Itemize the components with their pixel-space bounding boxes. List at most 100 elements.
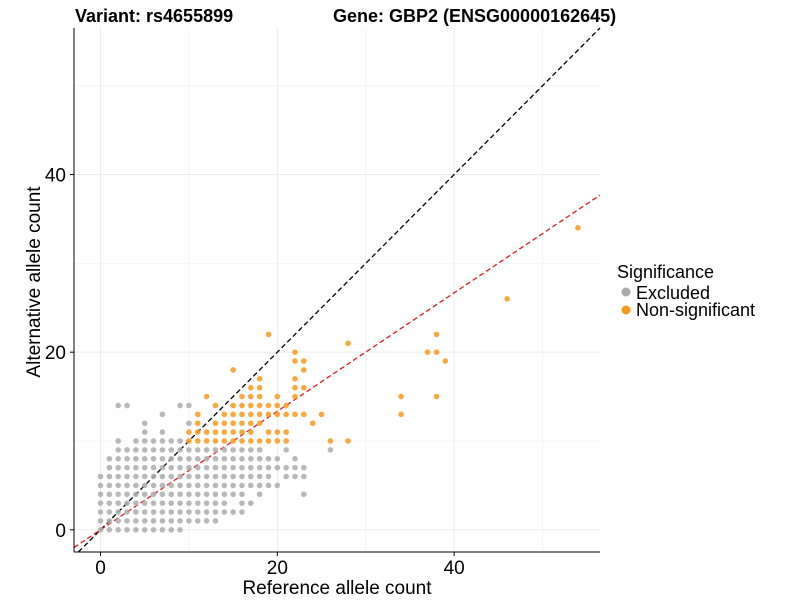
point-non-significant-11 <box>212 420 219 427</box>
point-non-significant-62 <box>292 349 298 355</box>
point-excluded-178 <box>256 482 263 489</box>
point-excluded-34 <box>124 473 130 480</box>
point-non-significant-35 <box>248 384 254 391</box>
point-excluded-88 <box>168 518 175 524</box>
point-excluded-110 <box>186 518 192 524</box>
point-excluded-148 <box>221 509 228 515</box>
point-non-significant-43 <box>265 438 272 444</box>
x-tick-label-0: 0 <box>95 558 106 579</box>
point-excluded-172 <box>248 482 254 489</box>
point-excluded-144 <box>212 473 219 480</box>
point-excluded-36 <box>124 455 130 462</box>
data-points <box>97 225 581 533</box>
point-non-significant-77 <box>433 331 440 338</box>
point-excluded-89 <box>168 509 175 515</box>
point-non-significant-17 <box>230 438 236 444</box>
point-non-significant-19 <box>230 420 236 427</box>
point-excluded-20 <box>115 491 122 498</box>
point-excluded-179 <box>256 473 263 480</box>
point-excluded-125 <box>194 482 201 489</box>
point-excluded-159 <box>230 473 236 480</box>
point-excluded-0 <box>97 526 104 533</box>
point-excluded-153 <box>221 464 228 471</box>
point-excluded-133 <box>203 491 210 498</box>
point-non-significant-69 <box>327 438 334 444</box>
point-excluded-77 <box>159 500 166 506</box>
point-excluded-108 <box>177 438 183 444</box>
point-non-significant-24 <box>239 429 245 435</box>
point-excluded-82 <box>159 455 166 462</box>
point-excluded-50 <box>141 526 148 533</box>
reference-line-identity <box>77 27 601 553</box>
point-excluded-158 <box>230 482 236 489</box>
point-excluded-13 <box>106 473 113 480</box>
point-excluded-78 <box>159 491 166 498</box>
point-non-significant-26 <box>239 411 245 418</box>
point-non-significant-74 <box>424 349 431 355</box>
point-excluded-100 <box>177 509 183 515</box>
point-excluded-16 <box>115 526 122 533</box>
point-excluded-145 <box>212 464 219 471</box>
point-excluded-93 <box>168 473 175 480</box>
point-excluded-188 <box>274 464 281 471</box>
point-excluded-60 <box>141 438 148 444</box>
point-excluded-41 <box>133 509 139 515</box>
point-excluded-171 <box>248 500 254 506</box>
point-excluded-151 <box>221 482 228 489</box>
point-excluded-104 <box>177 473 183 480</box>
point-non-significant-57 <box>292 411 298 418</box>
point-excluded-57 <box>141 464 148 471</box>
point-non-significant-41 <box>256 384 263 391</box>
point-excluded-167 <box>239 473 245 480</box>
point-excluded-195 <box>292 455 298 462</box>
point-non-significant-7 <box>203 429 210 435</box>
point-excluded-6 <box>97 473 104 480</box>
point-non-significant-10 <box>212 429 219 435</box>
point-non-significant-9 <box>212 438 219 444</box>
point-excluded-65 <box>150 509 157 515</box>
point-excluded-183 <box>265 482 272 489</box>
point-non-significant-46 <box>265 402 272 409</box>
point-excluded-79 <box>159 482 166 489</box>
point-excluded-111 <box>186 509 192 515</box>
point-excluded-71 <box>150 455 157 462</box>
point-excluded-76 <box>159 509 166 515</box>
point-excluded-5 <box>97 482 104 489</box>
point-non-significant-47 <box>265 331 272 338</box>
point-non-significant-72 <box>398 411 404 418</box>
point-excluded-117 <box>186 455 192 462</box>
point-excluded-197 <box>301 473 307 480</box>
point-non-significant-52 <box>274 393 281 400</box>
x-tick-label-20: 20 <box>267 558 288 579</box>
point-excluded-127 <box>194 464 201 471</box>
point-non-significant-28 <box>239 393 245 400</box>
point-excluded-140 <box>212 509 219 515</box>
point-excluded-119 <box>186 420 192 427</box>
point-excluded-73 <box>150 438 157 444</box>
point-excluded-169 <box>239 455 245 462</box>
point-excluded-56 <box>141 473 148 480</box>
point-excluded-141 <box>212 500 219 506</box>
point-non-significant-21 <box>230 402 236 409</box>
point-excluded-85 <box>159 429 166 435</box>
point-excluded-66 <box>150 500 157 506</box>
point-excluded-92 <box>168 482 175 489</box>
point-non-significant-12 <box>212 402 219 409</box>
point-non-significant-51 <box>274 402 281 409</box>
point-excluded-86 <box>159 411 166 418</box>
point-excluded-12 <box>106 482 113 489</box>
point-excluded-4 <box>97 491 104 498</box>
point-excluded-21 <box>115 482 122 489</box>
point-non-significant-22 <box>230 367 236 373</box>
title-right: Gene: GBP2 (ENSG00000162645) <box>333 6 616 26</box>
point-excluded-189 <box>274 455 281 462</box>
point-excluded-101 <box>177 500 183 506</box>
point-excluded-150 <box>221 491 228 498</box>
point-excluded-70 <box>150 464 157 471</box>
point-non-significant-80 <box>575 225 581 231</box>
point-excluded-97 <box>168 438 175 444</box>
point-excluded-51 <box>141 518 148 524</box>
point-non-significant-0 <box>186 438 192 444</box>
point-non-significant-38 <box>256 411 263 418</box>
